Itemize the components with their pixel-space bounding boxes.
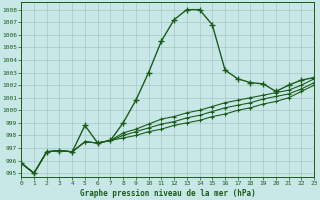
X-axis label: Graphe pression niveau de la mer (hPa): Graphe pression niveau de la mer (hPa) bbox=[80, 189, 256, 198]
